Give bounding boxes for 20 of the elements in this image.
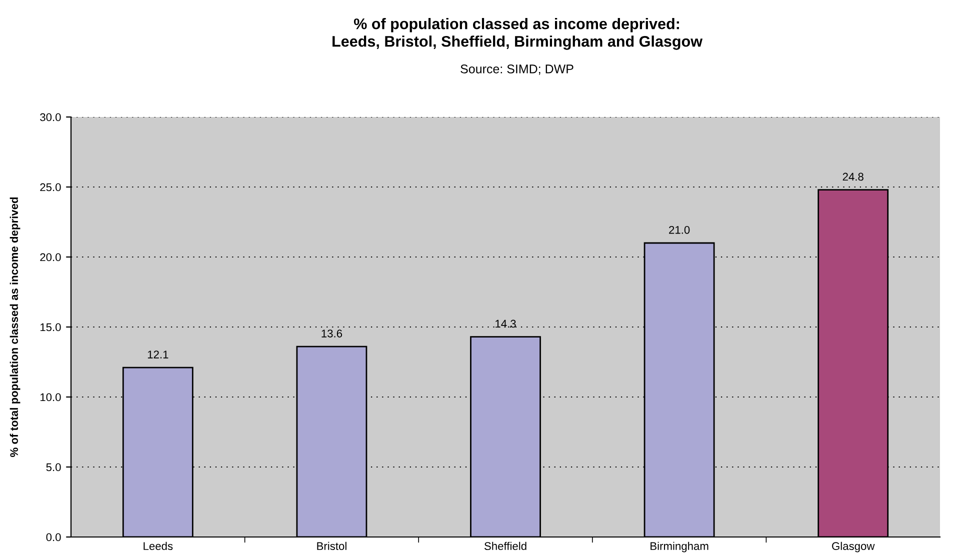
- y-tick-label: 25.0: [40, 183, 61, 192]
- y-axis-title: % of total population classed as income deprived: [10, 197, 20, 457]
- x-tick-label: Glasgow: [832, 542, 875, 552]
- data-label: 12.1: [148, 350, 168, 358]
- y-tick-label: 15.0: [40, 323, 61, 332]
- y-tick-label: 20.0: [40, 253, 61, 262]
- chart-title: % of population classed as income deprived: Leeds, Bristol, Sheffield, Birmingham and Glasgow: [332, 18, 703, 50]
- data-label: 21.0: [669, 226, 690, 234]
- y-tick-label: 10.0: [40, 393, 61, 402]
- x-tick-label: Bristol: [317, 542, 346, 550]
- y-tick-label: 0.0: [46, 533, 61, 542]
- chart-subtitle: Source: SIMD; DWP: [460, 64, 574, 75]
- x-tick-label: Birmingham: [650, 542, 708, 552]
- x-tick-label: Leeds: [144, 542, 173, 550]
- data-label: 14.3: [496, 320, 516, 328]
- data-label: 13.6: [322, 330, 342, 338]
- data-label: 24.8: [842, 172, 864, 181]
- y-tick-label: 30.0: [40, 113, 61, 122]
- y-tick-label: 5.0: [46, 463, 61, 472]
- x-tick-label: Sheffield: [484, 542, 526, 550]
